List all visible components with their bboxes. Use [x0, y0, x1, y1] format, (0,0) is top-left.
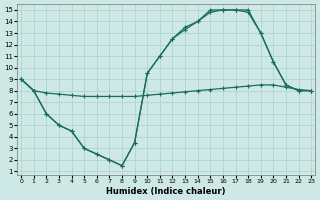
X-axis label: Humidex (Indice chaleur): Humidex (Indice chaleur) [107, 187, 226, 196]
